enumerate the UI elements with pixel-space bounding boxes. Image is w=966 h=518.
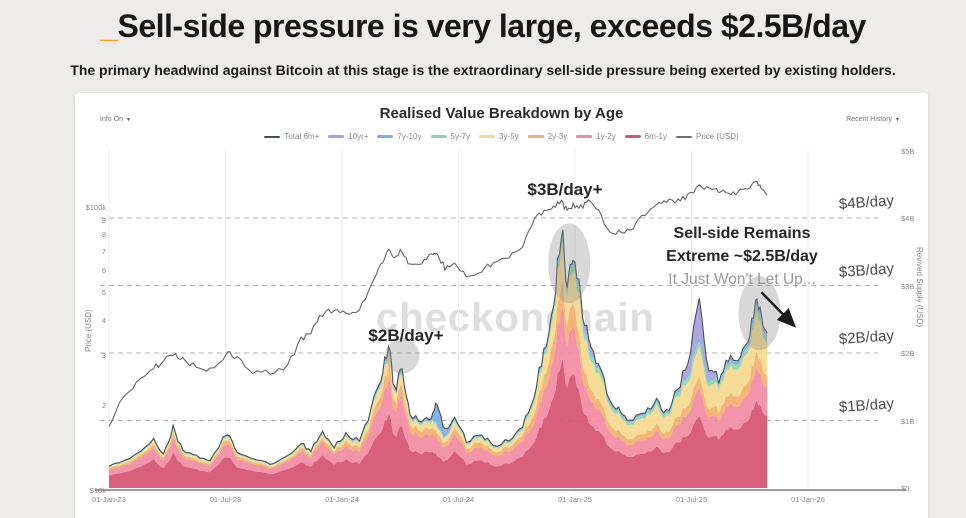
legend-item-5y-7y[interactable]: 5y-7y: [430, 132, 471, 141]
legend-label: 2y-3y: [547, 132, 568, 141]
info-on-label: Info On: [100, 116, 123, 123]
legend-swatch: [675, 135, 692, 138]
legend-label: 1y-2y: [596, 132, 616, 141]
info-on-dropdown[interactable]: Info On ▼: [100, 116, 131, 123]
total-6m-line: [108, 229, 768, 467]
legend-swatch: [576, 135, 593, 138]
annotation-arrow: [760, 291, 797, 328]
chevron-down-icon: ▼: [895, 117, 900, 123]
legend-swatch: [527, 135, 544, 138]
legend-label: 5y-7y: [450, 132, 471, 141]
highlight-ellipse: [548, 223, 591, 304]
legend-item-2y-3y[interactable]: 2y-3y: [527, 132, 568, 141]
chart-title: Realised Value Breakdown by Age: [379, 105, 624, 122]
legend-item-total-6m-[interactable]: Total 6m+: [264, 132, 319, 141]
legend-swatch: [377, 135, 394, 138]
legend-label: 3y-5y: [499, 132, 519, 141]
page-subtitle: The primary headwind against Bitcoin at …: [70, 62, 896, 78]
highlight-ellipse: [385, 337, 420, 374]
price-line: [108, 181, 768, 427]
legend-item-1y-2y[interactable]: 1y-2y: [576, 132, 616, 141]
chevron-down-icon: ▼: [125, 117, 131, 123]
annotation-remains-line2: Extreme ~$2.5B/day: [666, 248, 818, 265]
legend-swatch: [430, 135, 447, 138]
legend-label: 6m-1y: [644, 132, 667, 141]
legend-swatch: [328, 135, 345, 138]
legend-label: Price (USD): [695, 132, 739, 141]
chart-legend: Total 6m+ 10yr+ 7y-10y 5y-7y 3y-5y 2y-3y 1y-2y…: [75, 132, 928, 141]
legend-item-10yr-[interactable]: 10yr+: [328, 132, 368, 141]
area-band-7y-10y: [109, 231, 768, 467]
legend-swatch: [624, 135, 641, 138]
legend-label: 7y-10y: [397, 132, 422, 141]
page-title: _Sell-side pressure is very large, excee…: [0, 8, 966, 45]
area-band-6m-1y: [109, 359, 768, 488]
plot-area[interactable]: [95, 148, 880, 490]
page-title-text: Sell-side pressure is very large, exceed…: [117, 8, 867, 44]
legend-item-7y-10y[interactable]: 7y-10y: [377, 132, 422, 141]
annotation-sell-side-remains: Sell-side Remains Extreme ~$2.5B/day It …: [666, 222, 818, 291]
highlight-ellipse: [738, 276, 781, 351]
legend-swatch: [264, 135, 281, 138]
legend-item-price-usd-[interactable]: Price (USD): [675, 132, 739, 141]
annotation-remains-line1: Sell-side Remains: [673, 225, 811, 242]
legend-item-3y-5y[interactable]: 3y-5y: [479, 132, 519, 141]
recent-history-label: Recent History: [846, 116, 893, 123]
annotation-remains-line3: It Just Won't Let Up...: [668, 271, 816, 288]
title-accent-marker: _: [100, 8, 118, 44]
legend-swatch: [479, 135, 496, 138]
legend-label: 10yr+: [348, 132, 369, 141]
watermark: checkonchain: [376, 296, 655, 341]
annotation-2b-day: $2B/day+: [368, 326, 444, 345]
recent-history-dropdown[interactable]: Recent History ▼: [846, 116, 900, 123]
legend-label: Total 6m+: [284, 132, 320, 141]
area-band-1y-2y: [109, 305, 768, 476]
legend-item-6m-1y[interactable]: 6m-1y: [624, 132, 667, 141]
annotation-3b-day: $3B/day+: [527, 180, 603, 199]
